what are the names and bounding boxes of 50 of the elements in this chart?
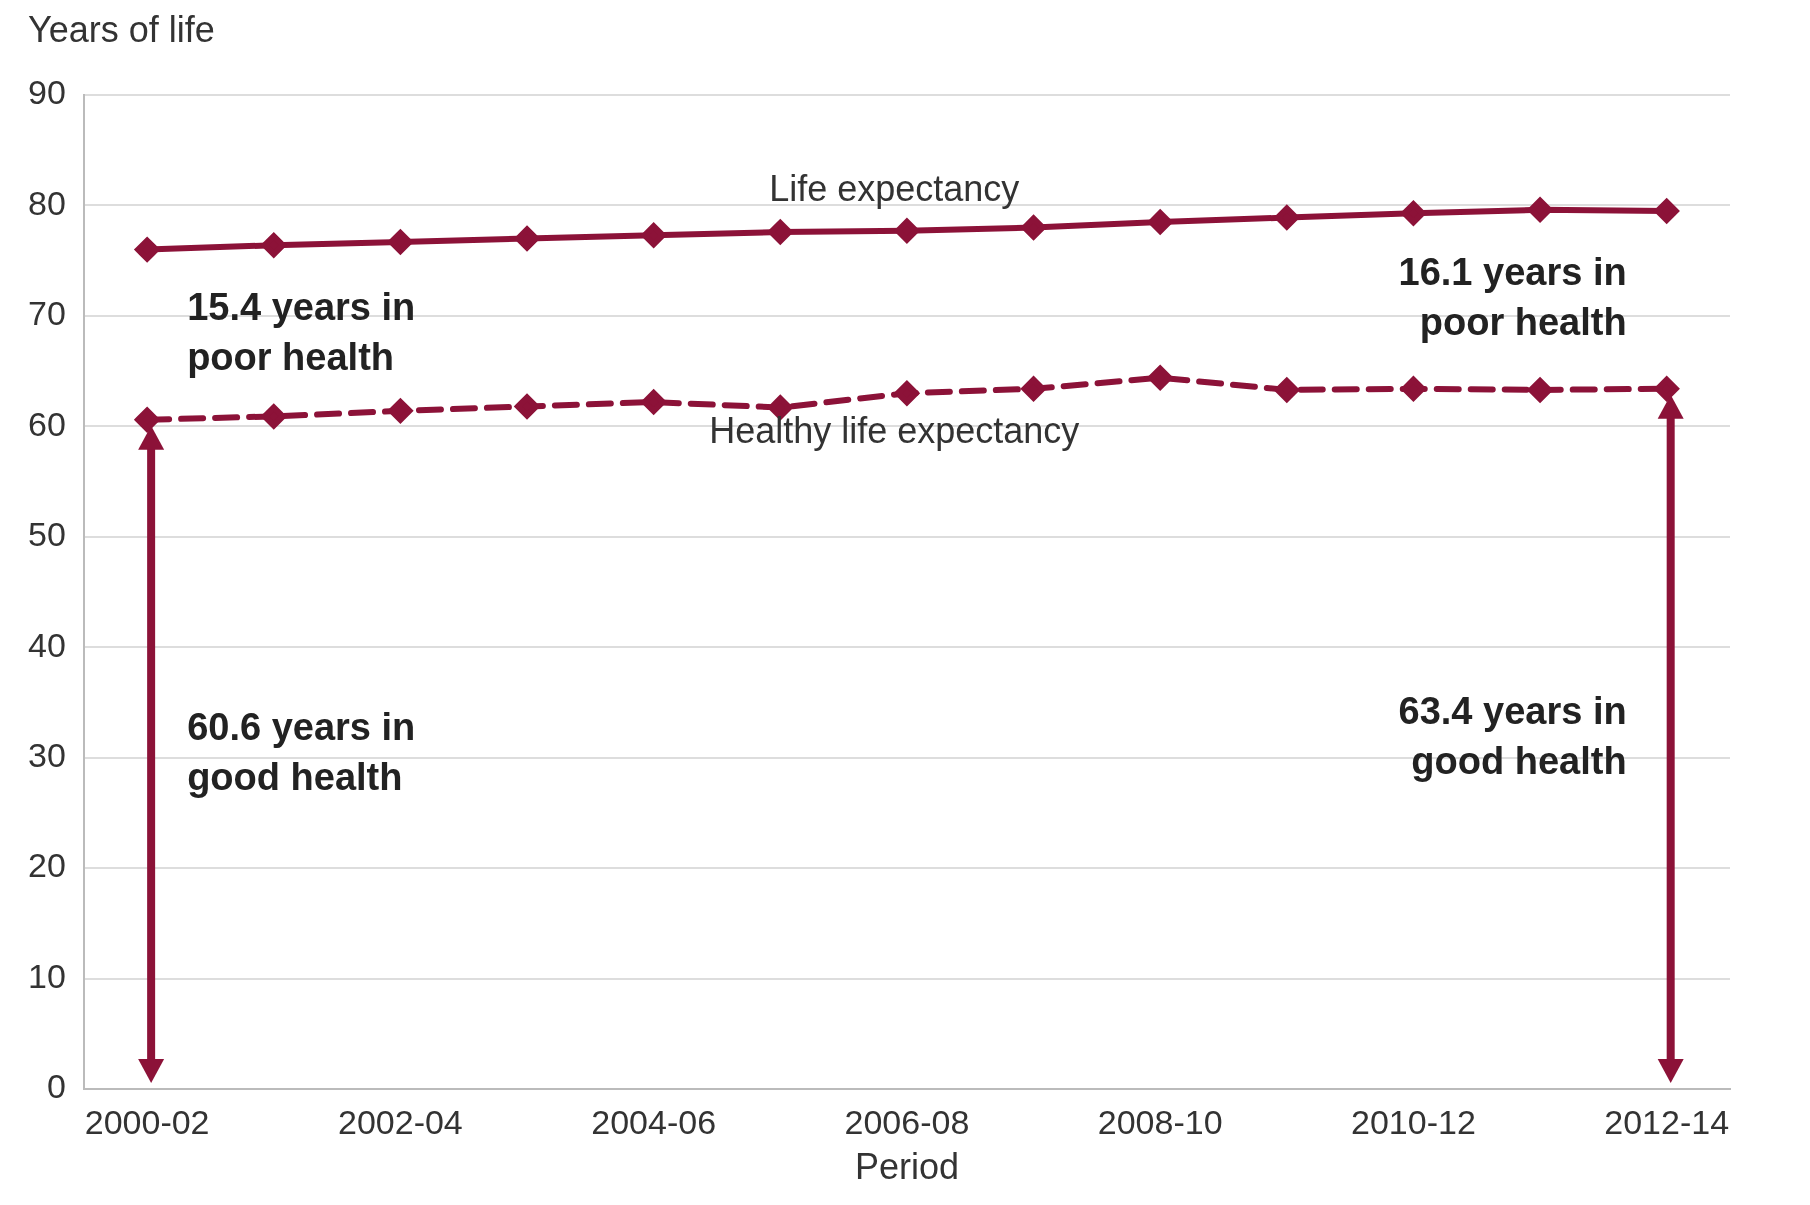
x-tick-label: 2008-10	[1097, 1102, 1223, 1141]
y-tick-label: 20	[27, 846, 66, 885]
point	[1274, 205, 1299, 230]
y-tick-label: 60	[27, 404, 66, 443]
x-tick-label: 2004-06	[591, 1102, 717, 1141]
series-label: Healthy life expectancy	[709, 410, 1080, 452]
x-axis-title: Period	[854, 1146, 959, 1188]
point	[894, 381, 919, 406]
annotation: 16.1 years in poor health	[1398, 251, 1627, 344]
x-tick-label: 2000-02	[84, 1102, 210, 1141]
point	[135, 237, 160, 262]
x-tick-label: 2002-04	[338, 1102, 463, 1141]
y-tick-label: 90	[27, 73, 66, 112]
point	[261, 404, 286, 429]
y-tick-label: 40	[27, 625, 66, 664]
point	[388, 229, 413, 254]
point	[1021, 376, 1046, 401]
y-tick-label: 50	[27, 515, 66, 554]
y-tick-label: 80	[27, 183, 66, 222]
annotation: 15.4 years in poor health	[187, 286, 416, 379]
point	[1654, 376, 1679, 401]
point	[1021, 215, 1046, 240]
y-axis-title: Years of life	[28, 8, 215, 50]
point	[388, 398, 413, 423]
point	[515, 226, 540, 251]
point	[894, 218, 919, 243]
point	[1148, 365, 1173, 390]
annotation: 63.4 years in good health	[1398, 690, 1627, 783]
series-label: Life expectancy	[769, 167, 1020, 209]
x-tick-label: 2006-08	[844, 1102, 970, 1141]
point	[515, 394, 540, 419]
annotation: 60.6 years in good health	[187, 705, 416, 798]
point	[1148, 210, 1173, 235]
y-tick-label: 10	[27, 956, 66, 995]
point	[768, 219, 793, 244]
y-tick-label: 30	[27, 736, 66, 775]
y-tick-label: 70	[27, 294, 66, 333]
point	[1401, 376, 1426, 401]
point	[1401, 201, 1426, 226]
point	[1528, 377, 1553, 402]
point	[261, 233, 286, 258]
point	[1654, 198, 1679, 223]
x-tick-label: 2012-14	[1604, 1102, 1730, 1141]
x-tick-label: 2010-12	[1351, 1102, 1476, 1141]
point	[641, 390, 666, 415]
point	[1274, 377, 1299, 402]
y-tick-label: 0	[46, 1067, 66, 1106]
point	[135, 407, 160, 432]
point	[641, 223, 666, 248]
point	[1528, 197, 1553, 222]
